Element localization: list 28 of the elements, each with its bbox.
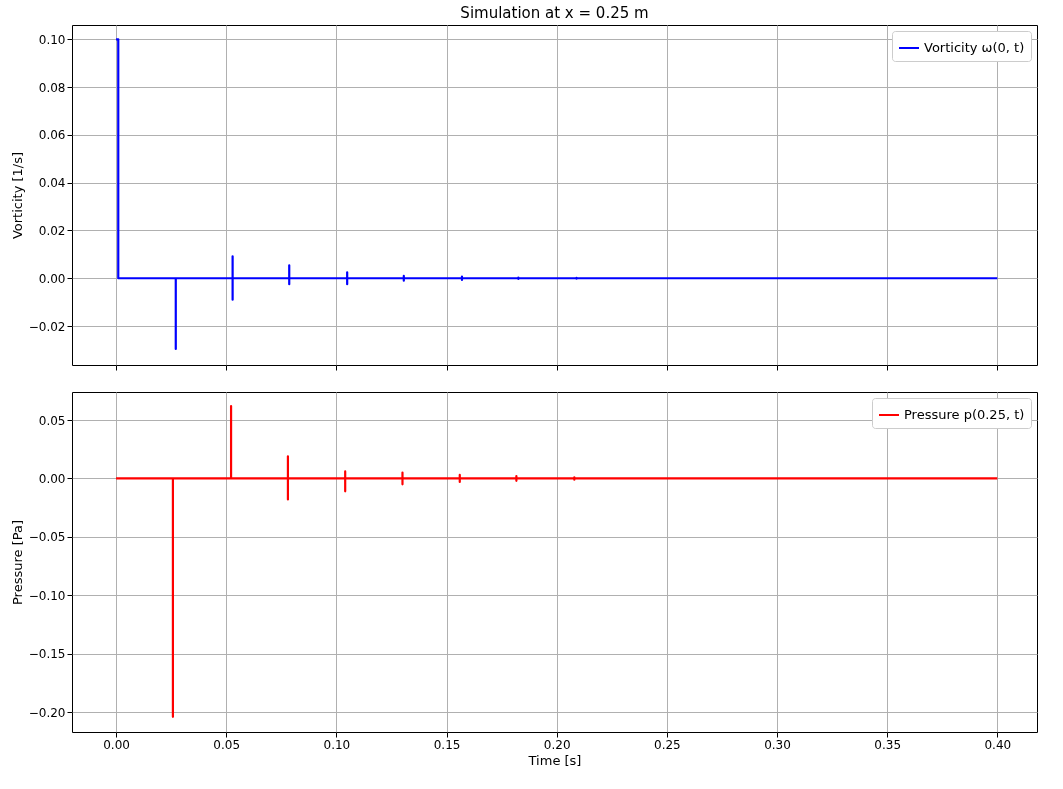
x-tick-label: 0.30 [764, 737, 791, 752]
y-axis-title: Pressure [Pa] [9, 519, 25, 606]
y-tick-label: −0.05 [28, 530, 66, 545]
y-tick-label: −0.15 [28, 647, 66, 662]
x-tick-label: 0.05 [213, 737, 241, 752]
y-tick-label: 0.05 [38, 413, 66, 428]
x-tick-label: 0.25 [654, 737, 681, 752]
y-tick-label: 0.02 [38, 223, 66, 238]
x-tick-label: 0.35 [874, 737, 902, 752]
y-tick-label: 0.10 [38, 32, 66, 47]
x-tick-label: 0.20 [543, 737, 571, 752]
y-tick-label: −0.02 [28, 319, 66, 334]
x-tick-label: 0.40 [984, 737, 1012, 752]
y-tick-label: 0.00 [38, 471, 66, 486]
x-tick-label: 0.10 [323, 737, 351, 752]
y-tick-label: 0.08 [38, 80, 66, 95]
x-tick-label: 0.15 [433, 737, 461, 752]
y-tick-label: 0.06 [38, 128, 66, 143]
y-tick-label: 0.00 [38, 271, 66, 286]
y-tick-label: −0.10 [28, 588, 66, 603]
x-axis-title: Time [s] [527, 752, 582, 768]
chart-title: Simulation at x = 0.25 m [460, 4, 649, 22]
y-tick-label: 0.04 [38, 176, 66, 191]
y-tick-label: −0.20 [28, 705, 66, 720]
x-tick-label: 0.00 [103, 737, 130, 752]
y-axis-title: Vorticity [1/s] [9, 151, 25, 240]
legend-label: Vorticity ω(0, t) [924, 40, 1025, 55]
legend-label: Pressure p(0.25, t) [904, 407, 1025, 422]
